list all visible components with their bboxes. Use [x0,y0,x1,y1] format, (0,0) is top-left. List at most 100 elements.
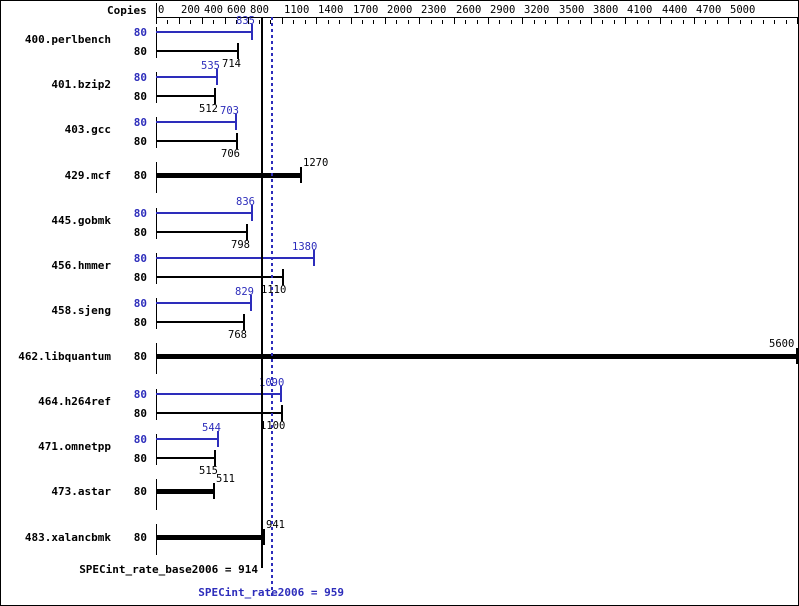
bar-base [156,95,215,97]
benchmark-label: 462.libquantum [18,350,111,363]
axis-tick [213,20,214,24]
bar-end-cap [217,431,219,447]
axis-tick [282,18,283,24]
axis-tick [660,18,661,24]
axis-tick [774,20,775,24]
bar-end-cap [263,529,265,545]
axis-tick [671,20,672,24]
axis-tick-label: 4700 [696,4,722,16]
axis-tick [442,20,443,24]
bar-base [156,321,244,323]
copies-value: 80 [133,226,147,239]
axis-tick [511,20,512,24]
axis-tick [580,20,581,24]
bar-value-label: 706 [221,148,240,160]
copies-value: 80 [133,116,147,129]
bar-end-cap [214,450,216,466]
axis-tick-label: 200 [181,4,200,16]
bar-end-cap [250,295,252,311]
axis-tick [465,20,466,24]
bar-end-cap [214,88,216,104]
axis-tick [408,20,409,24]
copies-value: 80 [133,135,147,148]
axis-tick [557,18,558,24]
axis-tick [316,18,317,24]
axis-tick-label: 3500 [559,4,585,16]
axis-tick-label: 3800 [593,4,619,16]
bar-end-cap [236,133,238,149]
axis-tick [190,20,191,24]
copies-value: 80 [133,297,147,310]
axis-tick [259,20,260,24]
copies-value: 80 [133,45,147,58]
benchmark-label: 473.astar [51,485,111,498]
benchmark-label: 464.h264ref [38,395,111,408]
axis-tick [740,20,741,24]
bar-end-cap [251,205,253,221]
axis-tick [751,20,752,24]
axis-tick [477,20,478,24]
copies-value: 80 [133,485,147,498]
copies-value: 80 [133,90,147,103]
axis-tick [293,20,294,24]
axis-tick [545,20,546,24]
bar-value-label: 1110 [261,284,287,296]
axis-tick [591,18,592,24]
bar-value-label: 544 [202,422,221,434]
axis-tick-label: 1700 [353,4,379,16]
row-origin-tick [156,72,157,103]
bar-value-label: 941 [266,519,285,531]
copies-value: 80 [133,350,147,363]
copies-value: 80 [133,71,147,84]
bar-end-cap [235,114,237,130]
axis-tick [156,18,157,24]
axis-tick [179,18,180,24]
axis-tick [270,20,271,24]
axis-tick [728,18,729,24]
bar-base [156,140,237,142]
bar-end-cap [313,250,315,266]
copies-value: 80 [133,388,147,401]
row-origin-tick [156,117,157,148]
benchmark-label: 471.omnetpp [38,440,111,453]
axis-tick [454,18,455,24]
bar-combined [156,535,264,540]
axis-tick-label: 2000 [387,4,413,16]
summary-base-label: SPECint_rate_base2006 = 914 [79,563,258,576]
bar-value-label: 835 [236,15,255,27]
axis-tick-label: 2900 [490,4,516,16]
axis-tick [717,20,718,24]
axis-tick [385,18,386,24]
benchmark-label: 483.xalancbmk [24,531,111,544]
axis-tick [488,18,489,24]
axis-tick [683,20,684,24]
axis-tick-label: 1100 [284,4,310,16]
bar-value-label: 535 [201,60,220,72]
axis-tick [362,20,363,24]
bar-value-label: 512 [199,103,218,115]
axis-tick [305,20,306,24]
bar-end-cap [796,348,798,364]
copies-value: 80 [133,433,147,446]
benchmark-label: 400.perlbench [24,33,111,46]
axis-tick [351,18,352,24]
axis-tick-label: 400 [204,4,223,16]
bar-end-cap [237,43,239,59]
bar-peak [156,121,236,123]
bar-value-label: 714 [222,58,241,70]
bar-base [156,412,282,414]
bar-combined [156,354,797,359]
row-origin-tick [156,253,157,284]
axis-tick [328,20,329,24]
axis-tick [602,20,603,24]
row-origin-tick [156,479,157,510]
bar-base [156,231,247,233]
bar-value-label: 798 [231,239,250,251]
copies-value: 80 [133,26,147,39]
benchmark-label: 429.mcf [64,169,111,182]
bar-peak [156,302,251,304]
axis-tick [797,18,798,24]
row-origin-tick [156,298,157,329]
axis-tick-label: 0 [158,4,165,16]
